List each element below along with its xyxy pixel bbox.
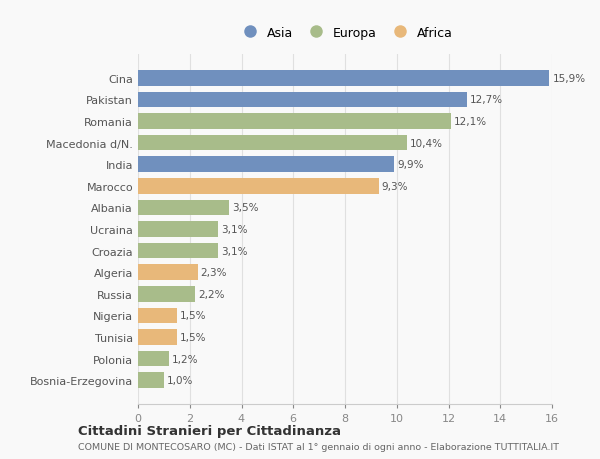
Text: 3,1%: 3,1%	[221, 224, 248, 235]
Bar	[138, 135, 407, 151]
Bar	[138, 92, 467, 108]
Text: 9,9%: 9,9%	[397, 160, 424, 170]
Bar	[138, 373, 164, 388]
Text: 15,9%: 15,9%	[553, 74, 586, 84]
Text: 1,2%: 1,2%	[172, 354, 199, 364]
Bar	[138, 265, 197, 280]
Text: 1,0%: 1,0%	[167, 375, 193, 385]
Text: 3,1%: 3,1%	[221, 246, 248, 256]
Text: 1,5%: 1,5%	[180, 311, 206, 321]
Bar	[138, 308, 177, 324]
Text: 10,4%: 10,4%	[410, 138, 443, 148]
Text: 12,7%: 12,7%	[470, 95, 503, 105]
Bar	[138, 71, 550, 86]
Text: 2,3%: 2,3%	[200, 268, 227, 278]
Text: COMUNE DI MONTECOSARO (MC) - Dati ISTAT al 1° gennaio di ogni anno - Elaborazion: COMUNE DI MONTECOSARO (MC) - Dati ISTAT …	[78, 442, 559, 451]
Bar	[138, 243, 218, 259]
Text: 2,2%: 2,2%	[198, 289, 224, 299]
Bar	[138, 222, 218, 237]
Bar	[138, 330, 177, 345]
Bar	[138, 286, 195, 302]
Text: 1,5%: 1,5%	[180, 332, 206, 342]
Bar	[138, 351, 169, 367]
Text: 3,5%: 3,5%	[232, 203, 258, 213]
Bar	[138, 179, 379, 194]
Text: 9,3%: 9,3%	[382, 181, 408, 191]
Bar	[138, 114, 451, 129]
Bar	[138, 200, 229, 216]
Legend: Asia, Europa, Africa: Asia, Europa, Africa	[233, 23, 457, 44]
Text: Cittadini Stranieri per Cittadinanza: Cittadini Stranieri per Cittadinanza	[78, 424, 341, 437]
Bar	[138, 157, 394, 173]
Text: 12,1%: 12,1%	[454, 117, 487, 127]
